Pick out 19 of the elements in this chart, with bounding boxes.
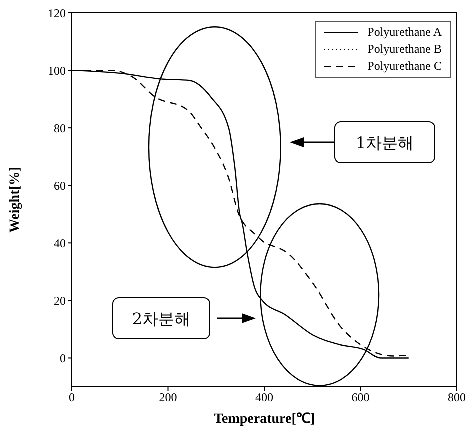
legend-label: Polyurethane C: [368, 58, 442, 75]
y-tick-label: 0: [60, 351, 66, 366]
x-tick-label: 800: [448, 390, 466, 405]
y-tick-label: 120: [48, 6, 66, 20]
y-tick-label: 80: [54, 121, 66, 136]
x-tick-label: 200: [159, 390, 178, 405]
y-tick-label: 100: [48, 64, 66, 78]
x-tick-label: 400: [256, 390, 274, 405]
y-tick-label: 60: [54, 178, 66, 193]
legend-label: Polyurethane A: [368, 24, 442, 41]
y-tick-label: 40: [54, 236, 66, 250]
annotation: 1차분해: [356, 134, 414, 152]
y-tick-label: 20: [54, 294, 66, 308]
x-axis-title: Temperature[℃]: [214, 412, 316, 427]
y-axis-title: Weight[%]: [8, 166, 23, 234]
annotation: 2차분해: [132, 310, 191, 328]
legend-label: Polyurethane B: [368, 41, 442, 58]
x-tick-label: 0: [69, 390, 75, 405]
x-tick-label: 600: [352, 390, 370, 405]
